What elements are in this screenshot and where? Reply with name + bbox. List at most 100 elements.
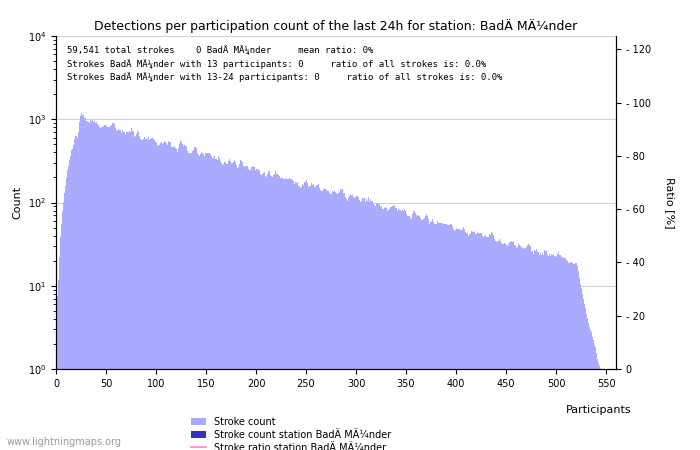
Bar — [314, 187, 316, 450]
Bar — [78, 122, 80, 450]
Bar — [514, 245, 515, 450]
Bar — [134, 136, 136, 450]
Bar — [503, 243, 505, 450]
Bar — [57, 280, 59, 450]
Bar — [454, 230, 456, 450]
Bar — [419, 219, 421, 450]
Bar — [486, 237, 487, 450]
Bar — [526, 245, 528, 450]
Bar — [393, 205, 395, 450]
Bar — [178, 144, 179, 450]
Bar — [349, 194, 351, 450]
Bar — [484, 235, 486, 450]
Bar — [214, 159, 216, 450]
Bar — [519, 246, 521, 450]
Bar — [589, 330, 591, 450]
Bar — [554, 257, 556, 450]
Bar — [461, 229, 463, 450]
Bar — [169, 143, 171, 450]
Bar — [88, 123, 90, 450]
Bar — [561, 257, 563, 450]
Bar — [557, 252, 559, 450]
Bar — [204, 153, 206, 450]
Bar — [564, 258, 566, 450]
Bar — [500, 243, 501, 450]
Bar — [354, 197, 356, 450]
Bar — [358, 200, 360, 450]
Bar — [76, 138, 78, 450]
Bar — [402, 211, 403, 450]
Bar — [62, 202, 64, 450]
Bar — [265, 177, 267, 450]
Bar — [120, 133, 122, 450]
Bar — [176, 152, 178, 450]
Bar — [582, 299, 584, 450]
Bar — [491, 233, 493, 450]
Bar — [181, 144, 183, 450]
Bar — [125, 132, 127, 450]
Bar — [386, 212, 388, 450]
Bar — [396, 211, 398, 450]
Bar — [452, 229, 454, 450]
Bar — [302, 185, 304, 450]
Bar — [382, 209, 384, 450]
Bar — [377, 204, 379, 450]
Bar — [276, 174, 277, 450]
Bar — [94, 123, 95, 450]
Bar — [606, 369, 608, 450]
Bar — [277, 175, 279, 450]
Bar — [451, 224, 452, 450]
Bar — [531, 251, 533, 450]
Bar — [528, 245, 529, 450]
Bar — [300, 187, 302, 450]
Bar — [220, 163, 221, 450]
Bar — [368, 202, 370, 450]
Bar — [137, 132, 139, 450]
Bar — [542, 253, 543, 450]
Bar — [473, 232, 475, 450]
Bar — [304, 182, 305, 450]
Bar — [410, 218, 412, 450]
Bar — [218, 158, 220, 450]
Bar — [361, 198, 363, 450]
Bar — [260, 176, 262, 450]
Bar — [395, 208, 396, 450]
Bar — [325, 189, 326, 450]
Bar — [307, 187, 309, 450]
Bar — [360, 202, 361, 450]
Bar — [578, 278, 580, 450]
Bar — [547, 256, 549, 450]
Bar — [559, 255, 561, 450]
Bar — [102, 126, 104, 450]
Bar — [242, 166, 244, 450]
Bar — [234, 162, 235, 450]
Bar — [398, 210, 400, 450]
Bar — [430, 222, 431, 450]
Bar — [113, 124, 115, 450]
Bar — [550, 254, 552, 450]
Bar — [521, 248, 522, 450]
Bar — [160, 143, 162, 450]
Bar — [563, 258, 564, 450]
Bar — [363, 198, 365, 450]
Bar — [477, 233, 479, 450]
Bar — [575, 263, 577, 450]
Bar — [321, 191, 323, 450]
Bar — [188, 153, 190, 450]
Bar — [610, 369, 612, 450]
Bar — [66, 170, 67, 450]
Bar — [115, 128, 116, 450]
Bar — [507, 246, 508, 450]
Bar — [123, 132, 125, 450]
Bar — [340, 190, 342, 450]
Bar — [179, 140, 181, 450]
Bar — [286, 180, 288, 450]
Bar — [295, 184, 297, 450]
Bar — [615, 369, 617, 450]
Bar — [367, 201, 368, 450]
Bar — [442, 224, 444, 450]
Bar — [139, 139, 141, 450]
Bar — [227, 164, 228, 450]
Bar — [568, 263, 570, 450]
Bar — [155, 142, 157, 450]
